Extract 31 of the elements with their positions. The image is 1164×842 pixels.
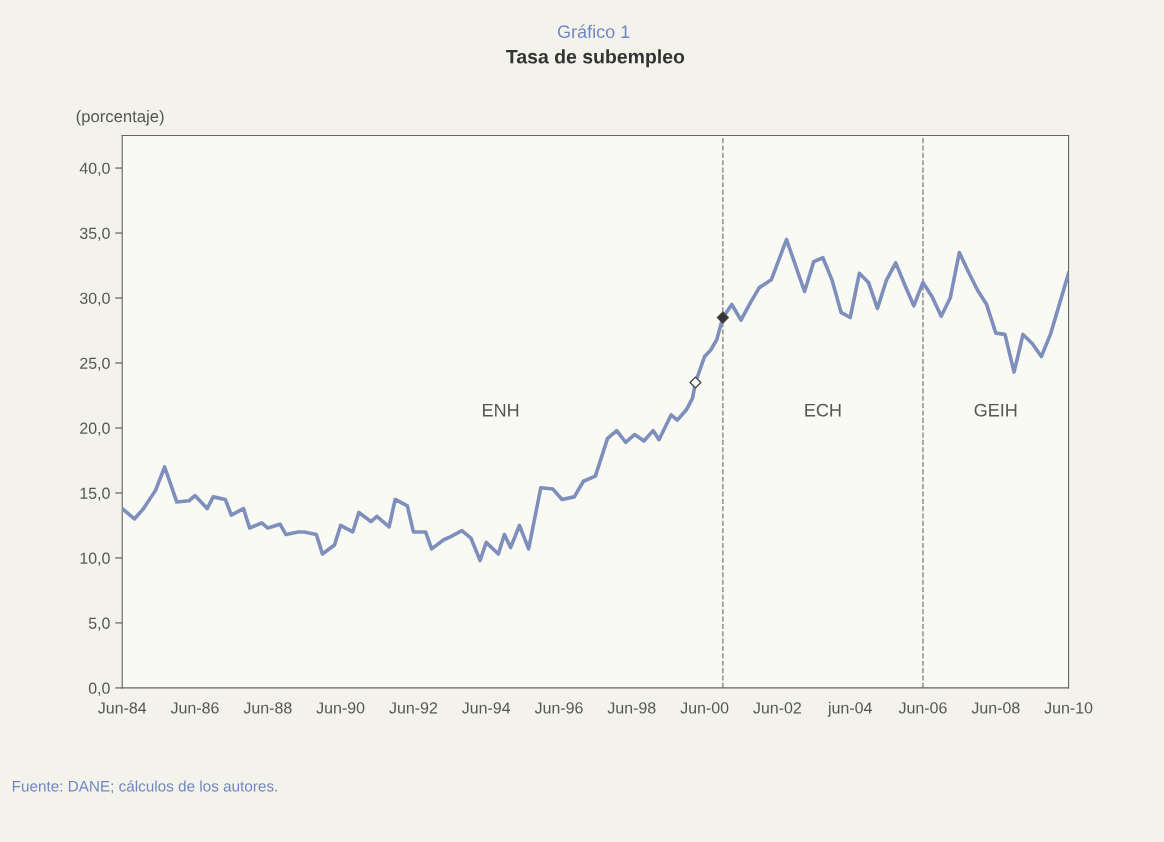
y-tick-label: 40,0 — [79, 162, 110, 176]
y-tick-label: 30,0 — [79, 292, 110, 306]
annotation: ENH — [483, 403, 519, 417]
y-tick-label: 15,0 — [80, 487, 110, 501]
chart-title: Tasa de subempleo — [506, 49, 685, 68]
x-tick-label: Jun-94 — [462, 702, 511, 714]
line-series — [122, 237, 1069, 563]
x-tick-label: Jun-90 — [316, 702, 365, 714]
x-tick-label: Jun-88 — [243, 702, 292, 714]
y-tick-label: 5,0 — [88, 617, 110, 631]
x-tick-label: Jun-08 — [971, 702, 1020, 714]
y-tick-label: 0,0 — [88, 682, 110, 696]
x-tick-label: jun-04 — [827, 701, 872, 717]
x-tick-label: Jun-02 — [753, 702, 801, 714]
x-tick-label: Jun-10 — [1044, 702, 1093, 714]
annotation: GEIH — [974, 403, 1017, 417]
annotation: ECH — [805, 403, 841, 417]
x-tick-label: Jun-84 — [98, 702, 147, 714]
y-tick-label: 35,0 — [79, 227, 110, 241]
x-tick-label: Jun-06 — [898, 702, 947, 714]
x-tick-label: Jun-86 — [170, 702, 219, 714]
y-tick-label: 10,0 — [80, 552, 110, 566]
x-tick-label: Jun-98 — [607, 702, 656, 714]
source-note: Fuente: DANE; cálculos de los autores. — [12, 780, 277, 794]
x-tick-label: Jun-96 — [534, 702, 583, 714]
chart-subtitle: Gráfico 1 — [557, 24, 630, 39]
y-tick-label: 25,0 — [80, 357, 110, 371]
x-tick-label: Jun-00 — [680, 702, 729, 714]
y-axis-title: (porcentaje) — [76, 110, 164, 126]
x-tick-label: Jun-92 — [389, 702, 438, 714]
y-tick-label: 20,0 — [80, 422, 110, 436]
